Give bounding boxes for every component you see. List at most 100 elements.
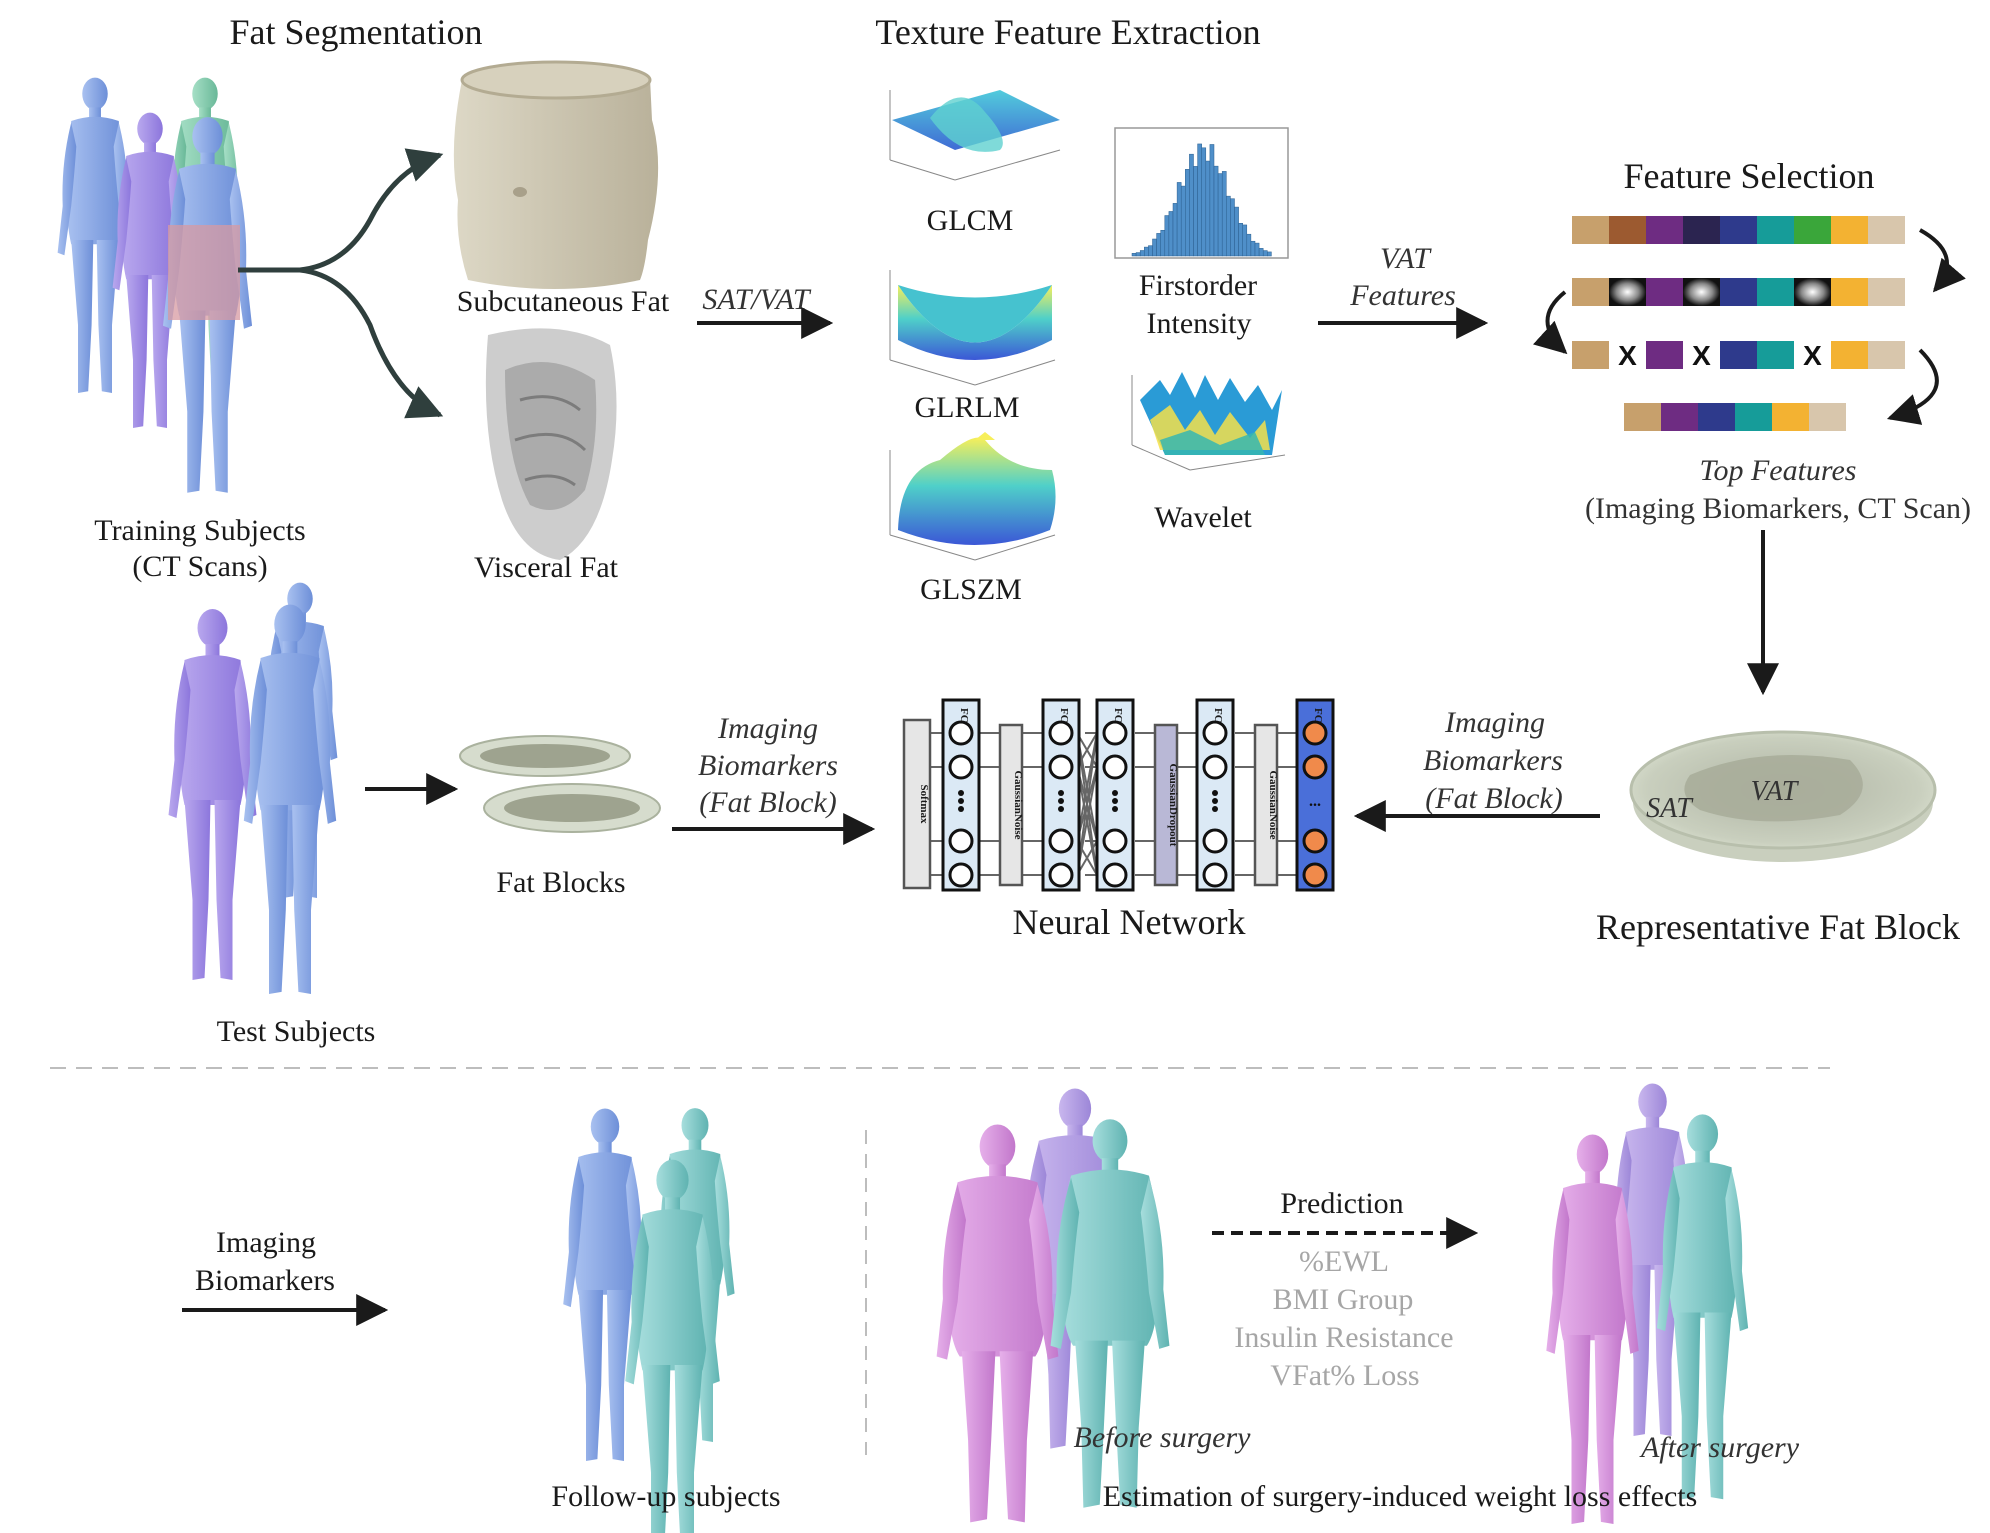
feature-cell	[1772, 403, 1809, 431]
histogram-bar	[1262, 250, 1268, 257]
glcm-plot	[889, 90, 1061, 181]
nn-dot	[1112, 790, 1118, 796]
vat-region-label: VAT	[1751, 776, 1800, 807]
nn-fc-text: FC	[1312, 708, 1324, 723]
test-subjects-figures	[168, 582, 338, 994]
nn-node	[1048, 828, 1074, 854]
histogram-bar	[1234, 206, 1239, 257]
estimation-label: Estimation of surgery-induced weight los…	[1103, 1480, 1698, 1513]
feature-cell	[1757, 278, 1794, 306]
feature-cell	[1831, 278, 1868, 306]
feature-cell	[1646, 341, 1683, 369]
imaging-biomarkers-right-label-2: Biomarkers	[1423, 744, 1563, 777]
nn-node	[1202, 862, 1228, 888]
nn-dot	[1212, 806, 1218, 812]
histogram-bar	[1139, 250, 1145, 257]
abdomen-region-highlight	[168, 225, 240, 320]
nn-node	[948, 828, 974, 854]
nn-node	[1102, 828, 1128, 854]
sat-vat-label: SAT/VAT	[702, 283, 812, 316]
histogram-bar	[1258, 248, 1264, 257]
feature-cell	[1809, 403, 1846, 431]
excluded-feature-mark: X	[1803, 340, 1822, 371]
histogram-bar	[1267, 251, 1272, 257]
imaging-biomarkers-left-label-2: Biomarkers	[698, 749, 838, 782]
neural-network-diagram: Softmax FC FC FC FC FC...GaussianNoise Gaussi…	[902, 698, 1335, 892]
before-surgery-label: Before surgery	[1074, 1421, 1252, 1454]
visceral-fat-render	[485, 328, 617, 560]
nn-node	[1102, 720, 1128, 746]
histogram-bar	[1160, 229, 1166, 257]
imaging-biomarkers-right-label: Imaging	[1444, 706, 1545, 739]
representative-fat-block-render	[1629, 730, 1937, 862]
feature-cell	[1720, 278, 1757, 306]
feature-selection-title: Feature Selection	[1624, 156, 1875, 196]
feature-cell	[1698, 403, 1735, 431]
removed-feature-cell	[1794, 278, 1831, 306]
top-features-sublabel: (Imaging Biomarkers, CT Scan)	[1585, 492, 1971, 525]
nn-dot	[1112, 806, 1118, 812]
imaging-biomarkers-bottom-label: Imaging	[216, 1226, 316, 1259]
feature-cell	[1683, 216, 1720, 244]
visceral-fat-label: Visceral Fat	[474, 551, 619, 584]
feature-cell	[1868, 341, 1905, 369]
glrlm-label: GLRLM	[915, 391, 1020, 424]
sat-region-label: SAT	[1646, 793, 1694, 824]
fat-segmentation-title: Fat Segmentation	[230, 12, 483, 52]
nn-node	[1102, 754, 1128, 780]
removed-feature-cell	[1683, 278, 1720, 306]
nn-output-node	[1302, 720, 1328, 746]
nn-node	[948, 754, 974, 780]
feature-row-1	[1572, 216, 1905, 244]
nn-layer-text: GaussianNoise	[1012, 770, 1024, 839]
nn-output-node	[1302, 862, 1328, 888]
intensity-label: Intensity	[1147, 307, 1252, 340]
feature-cell	[1572, 216, 1609, 244]
histogram-bar	[1217, 173, 1223, 257]
nn-node	[948, 862, 974, 888]
histogram-bar	[1172, 203, 1178, 257]
nn-node	[1202, 754, 1228, 780]
subcutaneous-fat-label: Subcutaneous Fat	[457, 285, 670, 318]
histogram-bar	[1144, 246, 1149, 257]
nn-fc-text: FC	[1058, 708, 1070, 723]
histogram-bar	[1185, 169, 1190, 257]
nn-dot	[958, 790, 964, 796]
prediction-label: Prediction	[1280, 1187, 1403, 1220]
nn-gaussian-dropout-layer: GaussianDropout	[1153, 723, 1179, 887]
nn-node	[1048, 720, 1074, 746]
feature-cell	[1624, 403, 1661, 431]
feature-cell	[1868, 216, 1905, 244]
nn-dot	[1058, 798, 1064, 804]
imaging-biomarkers-bottom-label-2: Biomarkers	[195, 1264, 335, 1297]
glcm-label: GLCM	[927, 204, 1014, 237]
outcome-ewl: %EWL	[1299, 1245, 1389, 1278]
glrlm-plot	[889, 270, 1056, 386]
nn-dot	[958, 798, 964, 804]
nn-dot	[1112, 798, 1118, 804]
histogram-bar	[1135, 252, 1141, 257]
wavelet-label: Wavelet	[1154, 501, 1252, 534]
feature-cell	[1868, 278, 1905, 306]
feature-cell	[1757, 341, 1794, 369]
histogram-bar	[1148, 245, 1153, 257]
feature-cell	[1720, 341, 1757, 369]
subcutaneous-fat-render	[453, 60, 659, 289]
nn-layer-text: GaussianDropout	[1167, 764, 1179, 847]
nn-fc-text: FC	[1112, 708, 1124, 723]
nn-dot	[958, 806, 964, 812]
histogram-bar	[1180, 185, 1186, 257]
training-subjects-figures	[57, 77, 253, 493]
feature-cell	[1572, 278, 1609, 306]
fat-blocks-label: Fat Blocks	[496, 866, 625, 899]
histogram-bar	[1250, 240, 1256, 257]
wavelet-plot	[1131, 372, 1286, 471]
feature-row-2	[1572, 278, 1905, 306]
histogram-bar	[1168, 211, 1174, 257]
nn-output-node	[1302, 828, 1328, 854]
feature-cell	[1720, 216, 1757, 244]
firstorder-histogram	[1114, 127, 1289, 259]
nn-fc-text: FC	[1212, 708, 1224, 723]
